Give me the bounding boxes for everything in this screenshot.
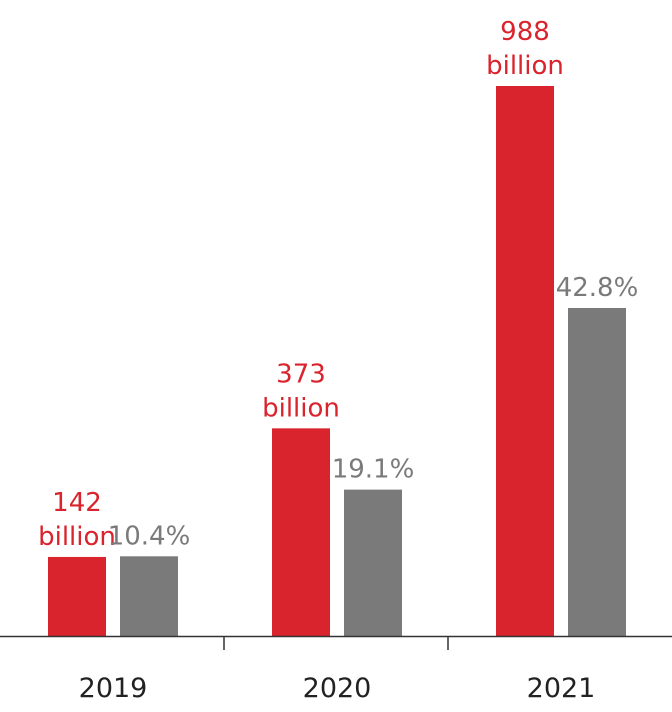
value-label-red-2019: 142 (52, 488, 102, 518)
value-unit-label-red-2019: billion (38, 522, 116, 552)
bar-red-2021 (496, 86, 554, 636)
value-label-gray-2020: 19.1% (332, 455, 415, 485)
value-unit-label-red-2020: billion (262, 393, 340, 423)
value-label-gray-2019: 10.4% (108, 521, 191, 551)
x-tick-label-2021: 2021 (527, 673, 596, 704)
bar-red-2019 (48, 556, 106, 636)
x-tick-label-2019: 2019 (79, 673, 148, 704)
bar-gray-2019 (120, 556, 178, 636)
bar-gray-2021 (568, 308, 626, 636)
value-label-red-2020: 373 (276, 359, 326, 389)
x-tick-label-2020: 2020 (303, 673, 372, 704)
value-label-red-2021: 988 (500, 17, 550, 47)
value-unit-label-red-2021: billion (486, 51, 564, 81)
bar-red-2020 (272, 428, 330, 636)
bar-gray-2020 (344, 489, 402, 636)
value-label-gray-2021: 42.8% (556, 273, 639, 303)
